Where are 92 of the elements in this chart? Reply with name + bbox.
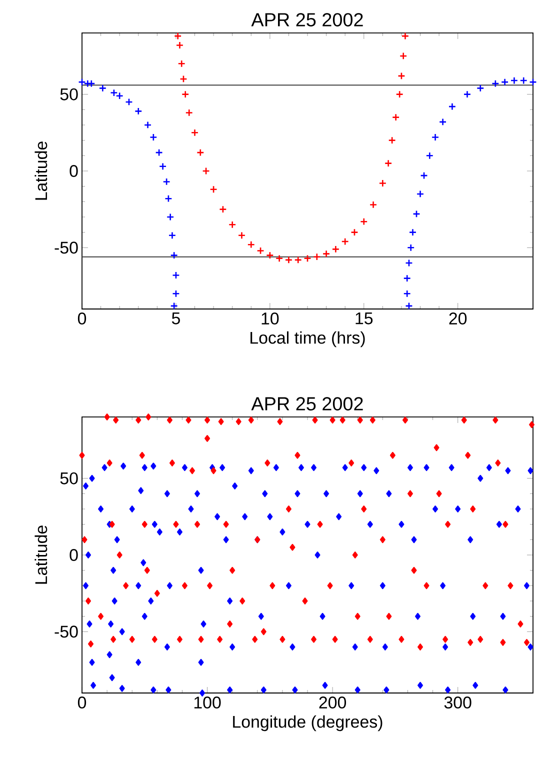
point <box>388 136 396 144</box>
y-axis-title: Latitude <box>34 526 48 584</box>
x-tick-label: 200 <box>319 696 346 709</box>
point <box>463 90 472 98</box>
point <box>431 133 440 142</box>
point <box>178 60 186 68</box>
point <box>403 290 411 298</box>
y-tick-label: 0 <box>70 164 78 177</box>
point <box>399 52 408 60</box>
point <box>426 152 434 160</box>
x-tick-label: 0 <box>78 696 86 709</box>
point <box>247 240 255 248</box>
point <box>164 194 172 202</box>
point <box>401 32 410 40</box>
point <box>304 254 312 262</box>
point <box>185 108 193 117</box>
point <box>407 244 415 252</box>
x-tick-label: 15 <box>356 312 373 324</box>
point <box>162 178 170 186</box>
point <box>172 290 180 298</box>
point <box>180 75 188 83</box>
point <box>332 245 340 254</box>
y-tick-label: 50 <box>60 88 78 100</box>
point <box>520 76 528 84</box>
point <box>196 148 204 156</box>
point <box>170 251 178 260</box>
point <box>190 128 199 136</box>
point <box>476 84 484 92</box>
point <box>492 80 500 88</box>
x-tick-label: 300 <box>444 696 472 709</box>
point <box>420 172 428 180</box>
point <box>166 213 174 221</box>
point <box>134 107 142 116</box>
point <box>448 102 456 110</box>
chart-title: APR 25 2002 <box>251 13 363 26</box>
point <box>256 246 264 255</box>
point <box>238 232 246 240</box>
point <box>210 186 218 194</box>
x-tick-label: 10 <box>262 312 279 325</box>
y-axis-title: Latitude <box>34 142 48 200</box>
point <box>219 205 227 214</box>
point <box>369 200 378 209</box>
point <box>360 218 368 226</box>
point <box>155 148 163 156</box>
point <box>405 259 413 267</box>
point <box>396 90 404 98</box>
point <box>174 32 182 40</box>
point <box>266 251 274 260</box>
point <box>202 167 210 175</box>
x-tick-label: 0 <box>78 312 86 325</box>
point <box>168 232 176 240</box>
chart-title: APR 25 2002 <box>251 397 363 410</box>
y-tick-label: 0 <box>70 548 78 561</box>
point <box>384 159 392 168</box>
point <box>284 256 293 264</box>
point <box>398 72 406 80</box>
point <box>438 118 447 126</box>
point <box>350 228 358 236</box>
y-tick-label: -50 <box>54 242 78 254</box>
point <box>500 78 509 86</box>
point <box>125 98 133 106</box>
point <box>392 113 400 122</box>
point <box>144 121 152 129</box>
point <box>98 84 107 92</box>
point <box>275 254 284 262</box>
point <box>170 302 178 310</box>
point <box>378 179 387 188</box>
point <box>510 76 518 84</box>
y-tick-label: 50 <box>60 472 78 484</box>
point <box>313 253 321 261</box>
x-tick-label: 5 <box>172 312 180 324</box>
point <box>403 274 411 282</box>
point <box>529 78 537 86</box>
point <box>341 238 349 246</box>
point <box>176 41 184 50</box>
point <box>150 133 158 142</box>
y-tick-label: -50 <box>54 626 78 638</box>
point <box>182 90 190 98</box>
point <box>408 228 417 236</box>
x-tick-label: 100 <box>194 696 221 709</box>
point <box>412 210 420 218</box>
point <box>88 80 96 88</box>
point <box>294 256 302 264</box>
point <box>172 271 180 280</box>
x-axis-title: Longitude (degrees) <box>233 715 382 732</box>
point <box>405 302 413 310</box>
point <box>322 250 330 258</box>
point <box>228 220 236 229</box>
x-axis-title: Local time (hrs) <box>250 331 365 348</box>
point <box>158 162 167 170</box>
point <box>416 190 424 198</box>
x-tick-label: 20 <box>449 312 467 325</box>
